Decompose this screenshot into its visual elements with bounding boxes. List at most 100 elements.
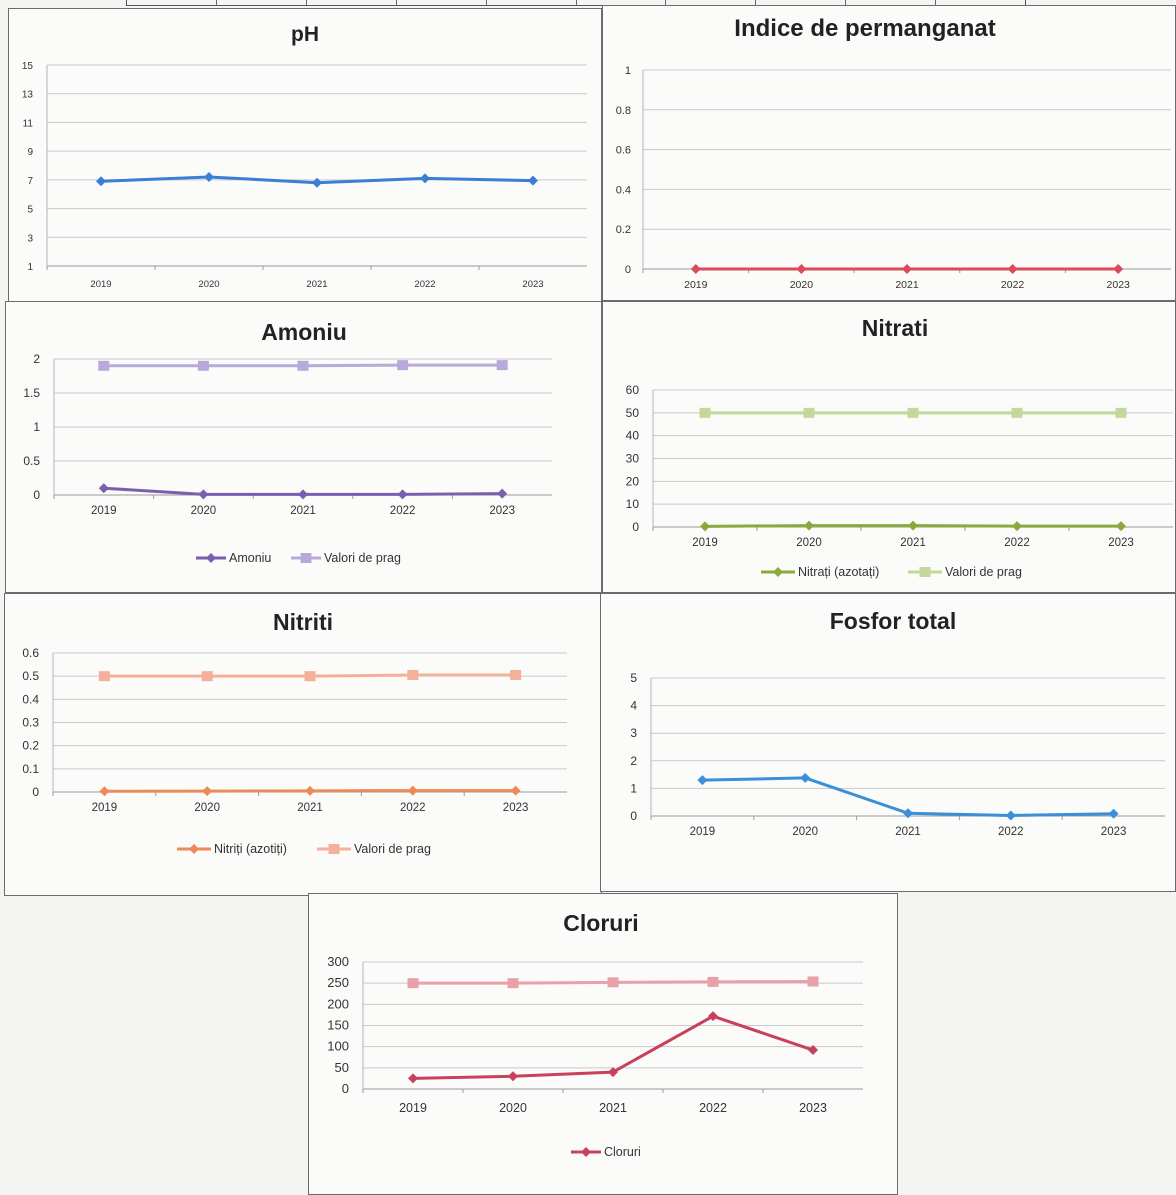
x-tick-label: 2020: [792, 826, 818, 838]
data-point: [902, 264, 912, 274]
chart-title: pH: [291, 23, 319, 46]
series-0: [697, 772, 1119, 821]
legend-label: Amoniu: [229, 551, 271, 565]
data-point: [99, 786, 110, 797]
chart-panel-fosfor: Fosfor total 0 1 2 3 4 5 2019 2020 2021 2022 2023: [600, 593, 1176, 892]
y-tick-label: 0: [33, 488, 40, 502]
x-tick-label: 2022: [1004, 537, 1030, 549]
x-tick-label: 2020: [198, 279, 219, 290]
y-tick-label: 0: [625, 264, 631, 276]
y-tick-label: 1: [625, 65, 631, 77]
data-point: [700, 521, 710, 532]
chart-amoniu: Amoniu 0 0.5 1 1.5 2 2019 2020 2021 2022 2023 Amoni…: [23, 319, 552, 565]
data-point: [796, 264, 807, 274]
data-point: [908, 520, 918, 531]
x-tick-label: 2023: [1107, 279, 1131, 291]
x-tick-label: 2020: [796, 537, 822, 549]
data-point: [204, 171, 214, 182]
y-tick-label: 1: [33, 420, 40, 434]
data-point: [1116, 521, 1126, 532]
data-point: [1007, 264, 1018, 274]
data-point: [198, 489, 209, 500]
y-tick-label: 150: [327, 1018, 349, 1033]
data-point: [96, 176, 106, 187]
legend-label: Valori de prag: [324, 551, 401, 565]
x-tick-label: 2022: [1001, 279, 1025, 291]
x-tick-label: 2019: [692, 537, 718, 549]
data-point: [407, 785, 418, 796]
x-tick-label: 2023: [489, 505, 515, 517]
data-point: [397, 489, 408, 500]
data-point: [1108, 808, 1119, 819]
x-tick-label: 2022: [699, 1101, 727, 1115]
x-tick-label: 2021: [900, 537, 926, 549]
x-tick-label: 2023: [503, 802, 529, 814]
y-tick-label: 60: [626, 383, 640, 397]
data-point: [907, 407, 919, 418]
series-0: [98, 483, 508, 500]
data-point: [1012, 521, 1022, 532]
y-tick-label: 50: [626, 406, 640, 420]
x-tick-label: 2023: [1101, 826, 1127, 838]
x-tick-label: 2021: [895, 279, 919, 291]
data-point: [407, 670, 419, 681]
y-tick-label: 300: [327, 954, 349, 969]
y-tick-label: 0.6: [22, 646, 39, 660]
y-tick-label: 0: [342, 1081, 349, 1096]
y-tick-label: 3: [27, 233, 33, 244]
data-point: [98, 483, 109, 494]
x-tick-label: 2019: [684, 279, 708, 291]
x-tick-label: 2022: [414, 279, 435, 290]
chart-panel-ph: pH 1 3 5 7 9 11 13 15 2019 2020 2021 2022 2023: [8, 8, 602, 303]
legend-entry: Valori de prag: [908, 565, 1022, 579]
chart-panel-nitriti: Nitriti 0 0.1 0.2 0.3 0.4 0.5 0.6 2019 2020 2021 20…: [4, 593, 602, 896]
series-1: [407, 976, 819, 989]
series-0: [99, 785, 521, 797]
x-tick-label: 2020: [194, 802, 220, 814]
data-point: [507, 978, 519, 989]
y-tick-label: 0.1: [22, 762, 39, 776]
data-point: [297, 360, 309, 371]
x-tick-label: 2020: [790, 279, 814, 291]
chart-title: Indice de permanganat: [734, 15, 995, 42]
data-point: [98, 671, 110, 682]
data-point: [608, 1067, 618, 1078]
legend-marker: [206, 553, 216, 563]
y-tick-label: 2: [33, 352, 40, 366]
data-point: [1115, 407, 1127, 418]
data-point: [407, 978, 419, 989]
x-tick-label: 2023: [522, 279, 543, 290]
chart-title: Nitriti: [273, 609, 333, 635]
legend-entry: Cloruri: [571, 1145, 641, 1159]
y-tick-label: 9: [27, 147, 33, 158]
chart-nitriti: Nitriti 0 0.1 0.2 0.3 0.4 0.5 0.6 2019 2020 2021 20…: [22, 609, 567, 856]
data-point: [305, 785, 315, 796]
y-tick-label: 0.2: [22, 739, 39, 753]
y-tick-label: 0.8: [616, 105, 631, 117]
data-point: [708, 1011, 718, 1022]
data-point: [304, 671, 316, 682]
x-tick-label: 2019: [690, 826, 716, 838]
y-tick-label: 11: [23, 118, 34, 129]
y-tick-label: 40: [626, 429, 640, 443]
x-tick-label: 2020: [191, 505, 217, 517]
y-tick-label: 0.6: [616, 145, 631, 157]
x-tick-label: 2020: [499, 1101, 527, 1115]
data-point: [98, 360, 110, 371]
x-tick-label: 2019: [399, 1101, 427, 1115]
legend-label: Valori de prag: [945, 565, 1022, 579]
data-point: [420, 173, 430, 184]
y-tick-label: 0.3: [22, 716, 39, 730]
y-tick-label: 5: [630, 671, 637, 685]
x-tick-label: 2019: [92, 802, 118, 814]
x-tick-label: 2021: [306, 279, 327, 290]
x-tick-label: 2021: [297, 802, 323, 814]
x-tick-label: 2019: [91, 505, 117, 517]
data-point: [807, 976, 819, 987]
chart-panel-cloruri: Cloruri 0 50 100 150 200 250 300 2019 2020 2021 202…: [308, 893, 898, 1195]
data-point: [697, 775, 708, 786]
y-tick-label: 2: [630, 754, 637, 768]
legend-label: Cloruri: [604, 1145, 641, 1159]
data-point: [528, 175, 538, 186]
